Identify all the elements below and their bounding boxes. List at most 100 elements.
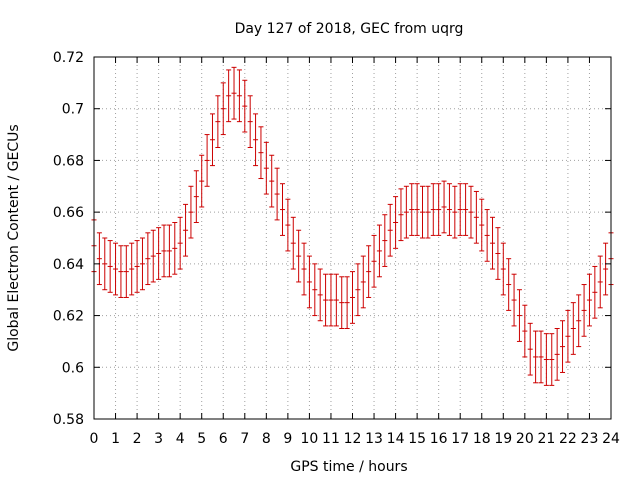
y-tick-label: 0.6 — [62, 360, 84, 376]
error-bar — [306, 255, 312, 309]
y-tick-label: 0.7 — [62, 102, 84, 118]
error-bar — [242, 79, 248, 133]
x-tick-label: 9 — [283, 431, 292, 447]
x-tick-label: 20 — [516, 431, 534, 447]
x-tick-label: 16 — [430, 431, 448, 447]
error-bar — [452, 185, 458, 239]
error-bar — [543, 333, 549, 386]
error-bar — [490, 216, 496, 270]
error-bar — [134, 240, 140, 293]
error-bar — [156, 227, 162, 280]
error-bar — [317, 268, 323, 322]
error-bar — [269, 154, 275, 208]
error-bar — [527, 322, 533, 376]
error-bar — [204, 134, 210, 187]
error-bar — [129, 242, 135, 296]
error-bar — [301, 242, 307, 296]
error-bar — [236, 69, 242, 123]
x-tick-label: 7 — [240, 431, 249, 447]
error-bar — [420, 185, 426, 239]
y-tick-label: 0.72 — [53, 50, 84, 66]
error-bar — [161, 224, 167, 278]
error-bar — [425, 185, 431, 239]
error-bar — [468, 185, 474, 239]
error-bar — [183, 203, 189, 257]
axis-ticks — [93, 56, 612, 420]
x-tick-label: 24 — [602, 431, 620, 447]
error-bar — [479, 198, 485, 252]
error-bar — [226, 69, 232, 123]
x-tick-label: 4 — [176, 431, 185, 447]
error-bar — [581, 284, 587, 337]
error-bar — [446, 183, 452, 236]
y-tick-label: 0.58 — [53, 412, 84, 428]
x-tick-label: 14 — [387, 431, 405, 447]
error-bar — [463, 183, 469, 236]
error-bar — [554, 328, 560, 381]
error-bar — [511, 273, 517, 327]
error-bar — [118, 245, 124, 298]
tick-labels: 0 1 2 3 4 5 6 7 8 9 10 11 12 13 14 15 16 17 18 19 20 21 22 23 24… — [53, 50, 620, 447]
error-bar — [565, 309, 571, 363]
error-bar — [371, 234, 377, 288]
error-bar — [253, 113, 259, 167]
y-tick-label: 0.68 — [53, 153, 84, 169]
x-tick-label: 19 — [494, 431, 512, 447]
error-bar — [457, 183, 463, 236]
error-bar — [312, 263, 318, 317]
error-bar — [398, 188, 404, 242]
x-tick-label: 11 — [322, 431, 340, 447]
error-bar — [247, 95, 253, 148]
error-bar — [360, 255, 366, 309]
error-bar — [366, 245, 372, 298]
error-bar — [560, 320, 566, 373]
error-bar — [323, 273, 329, 327]
y-tick-label: 0.64 — [53, 257, 84, 273]
x-tick-label: 1 — [111, 431, 120, 447]
y-axis-label: Global Electron Content / GECUs — [6, 124, 22, 351]
error-bar — [279, 183, 285, 236]
x-tick-label: 21 — [537, 431, 555, 447]
error-bar — [150, 229, 156, 283]
error-bar — [533, 330, 539, 384]
y-tick-label: 0.66 — [53, 205, 84, 221]
error-bar — [570, 302, 576, 355]
x-tick-label: 3 — [154, 431, 163, 447]
grid-lines — [94, 57, 611, 419]
error-bar — [495, 227, 501, 280]
error-bar — [199, 154, 205, 208]
error-bar — [290, 216, 296, 270]
error-bar — [516, 289, 522, 342]
x-tick-label: 13 — [365, 431, 383, 447]
error-bar — [166, 224, 172, 278]
error-bar — [473, 190, 479, 244]
x-tick-label: 18 — [473, 431, 491, 447]
y-tick-label: 0.62 — [53, 309, 84, 325]
error-bar — [549, 333, 555, 386]
error-bar — [107, 240, 113, 293]
error-bar — [296, 229, 302, 283]
error-bar-series — [91, 66, 614, 386]
error-bar — [350, 271, 355, 324]
error-bar — [355, 263, 361, 317]
error-bar — [220, 82, 226, 136]
x-tick-label: 10 — [301, 431, 319, 447]
error-bar — [522, 304, 528, 358]
error-bar — [393, 196, 399, 249]
x-tick-label: 6 — [219, 431, 228, 447]
x-tick-label: 23 — [581, 431, 599, 447]
error-bar — [409, 183, 415, 236]
error-bar — [430, 183, 436, 236]
error-bar — [484, 209, 490, 262]
error-bar — [441, 180, 447, 234]
error-bar — [215, 95, 221, 148]
error-bar — [172, 221, 178, 275]
error-bar — [274, 167, 280, 221]
error-bar — [285, 198, 291, 252]
error-bar — [333, 273, 339, 327]
error-bar — [177, 216, 183, 270]
error-bar — [145, 232, 151, 286]
x-tick-label: 2 — [133, 431, 142, 447]
